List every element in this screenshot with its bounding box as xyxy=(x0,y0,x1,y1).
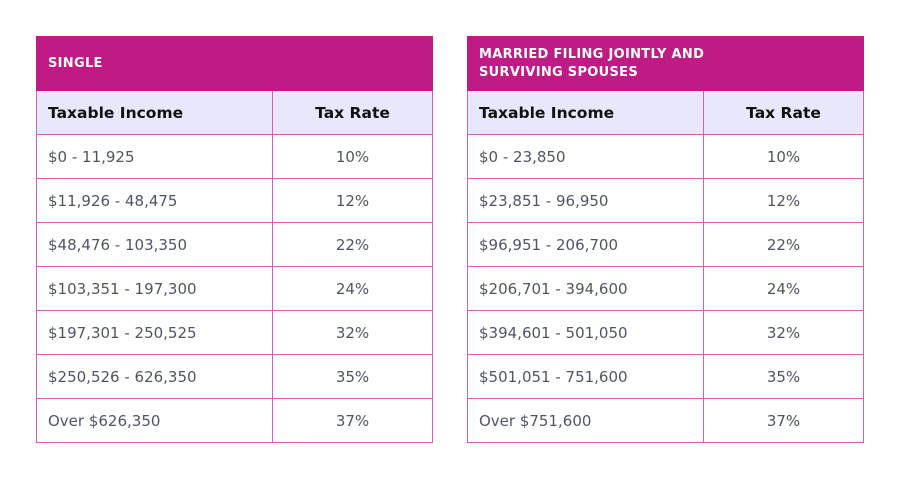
income-range: $250,526 - 626,350 xyxy=(36,354,273,399)
tax-rate: 22% xyxy=(272,222,433,267)
column-header-income: Taxable Income xyxy=(467,90,704,135)
income-range: $394,601 - 501,050 xyxy=(467,310,704,355)
table-row: Over $751,600 37% xyxy=(467,398,864,443)
table-row: $96,951 - 206,700 22% xyxy=(467,222,864,267)
tax-rate: 22% xyxy=(703,222,864,267)
table-row: $250,526 - 626,350 35% xyxy=(36,354,433,399)
table-row: $0 - 11,925 10% xyxy=(36,134,433,179)
tax-rate: 37% xyxy=(703,398,864,443)
table-row: $48,476 - 103,350 22% xyxy=(36,222,433,267)
table-row: $11,926 - 48,475 12% xyxy=(36,178,433,223)
table-title: SINGLE xyxy=(36,36,433,91)
table-row: $103,351 - 197,300 24% xyxy=(36,266,433,311)
tax-rate: 12% xyxy=(703,178,864,223)
income-range: $11,926 - 48,475 xyxy=(36,178,273,223)
table-row: Over $626,350 37% xyxy=(36,398,433,443)
tax-rate: 10% xyxy=(703,134,864,179)
column-header-income: Taxable Income xyxy=(36,90,273,135)
married-tax-table: MARRIED FILING JOINTLY AND SURVIVING SPO… xyxy=(467,36,864,443)
table-row: $23,851 - 96,950 12% xyxy=(467,178,864,223)
income-range: $197,301 - 250,525 xyxy=(36,310,273,355)
tax-rate: 32% xyxy=(703,310,864,355)
table-title: MARRIED FILING JOINTLY AND SURVIVING SPO… xyxy=(467,36,864,91)
tax-rate: 12% xyxy=(272,178,433,223)
income-range: $0 - 11,925 xyxy=(36,134,273,179)
tax-rate: 37% xyxy=(272,398,433,443)
income-range: Over $626,350 xyxy=(36,398,273,443)
income-range: $48,476 - 103,350 xyxy=(36,222,273,267)
tax-rate: 10% xyxy=(272,134,433,179)
income-range: $23,851 - 96,950 xyxy=(467,178,704,223)
table-row: $197,301 - 250,525 32% xyxy=(36,310,433,355)
income-range: $206,701 - 394,600 xyxy=(467,266,704,311)
table-row: $206,701 - 394,600 24% xyxy=(467,266,864,311)
income-range: $0 - 23,850 xyxy=(467,134,704,179)
tax-rate: 35% xyxy=(703,354,864,399)
tax-rate: 35% xyxy=(272,354,433,399)
table-row: $394,601 - 501,050 32% xyxy=(467,310,864,355)
income-range: $103,351 - 197,300 xyxy=(36,266,273,311)
table-row: $501,051 - 751,600 35% xyxy=(467,354,864,399)
income-range: Over $751,600 xyxy=(467,398,704,443)
column-header-rate: Tax Rate xyxy=(272,90,433,135)
tax-rate: 24% xyxy=(272,266,433,311)
income-range: $501,051 - 751,600 xyxy=(467,354,704,399)
single-tax-table: SINGLE Taxable Income Tax Rate $0 - 11,92… xyxy=(36,36,433,443)
column-header-rate: Tax Rate xyxy=(703,90,864,135)
table-row: $0 - 23,850 10% xyxy=(467,134,864,179)
tax-rate: 24% xyxy=(703,266,864,311)
tax-rate: 32% xyxy=(272,310,433,355)
income-range: $96,951 - 206,700 xyxy=(467,222,704,267)
